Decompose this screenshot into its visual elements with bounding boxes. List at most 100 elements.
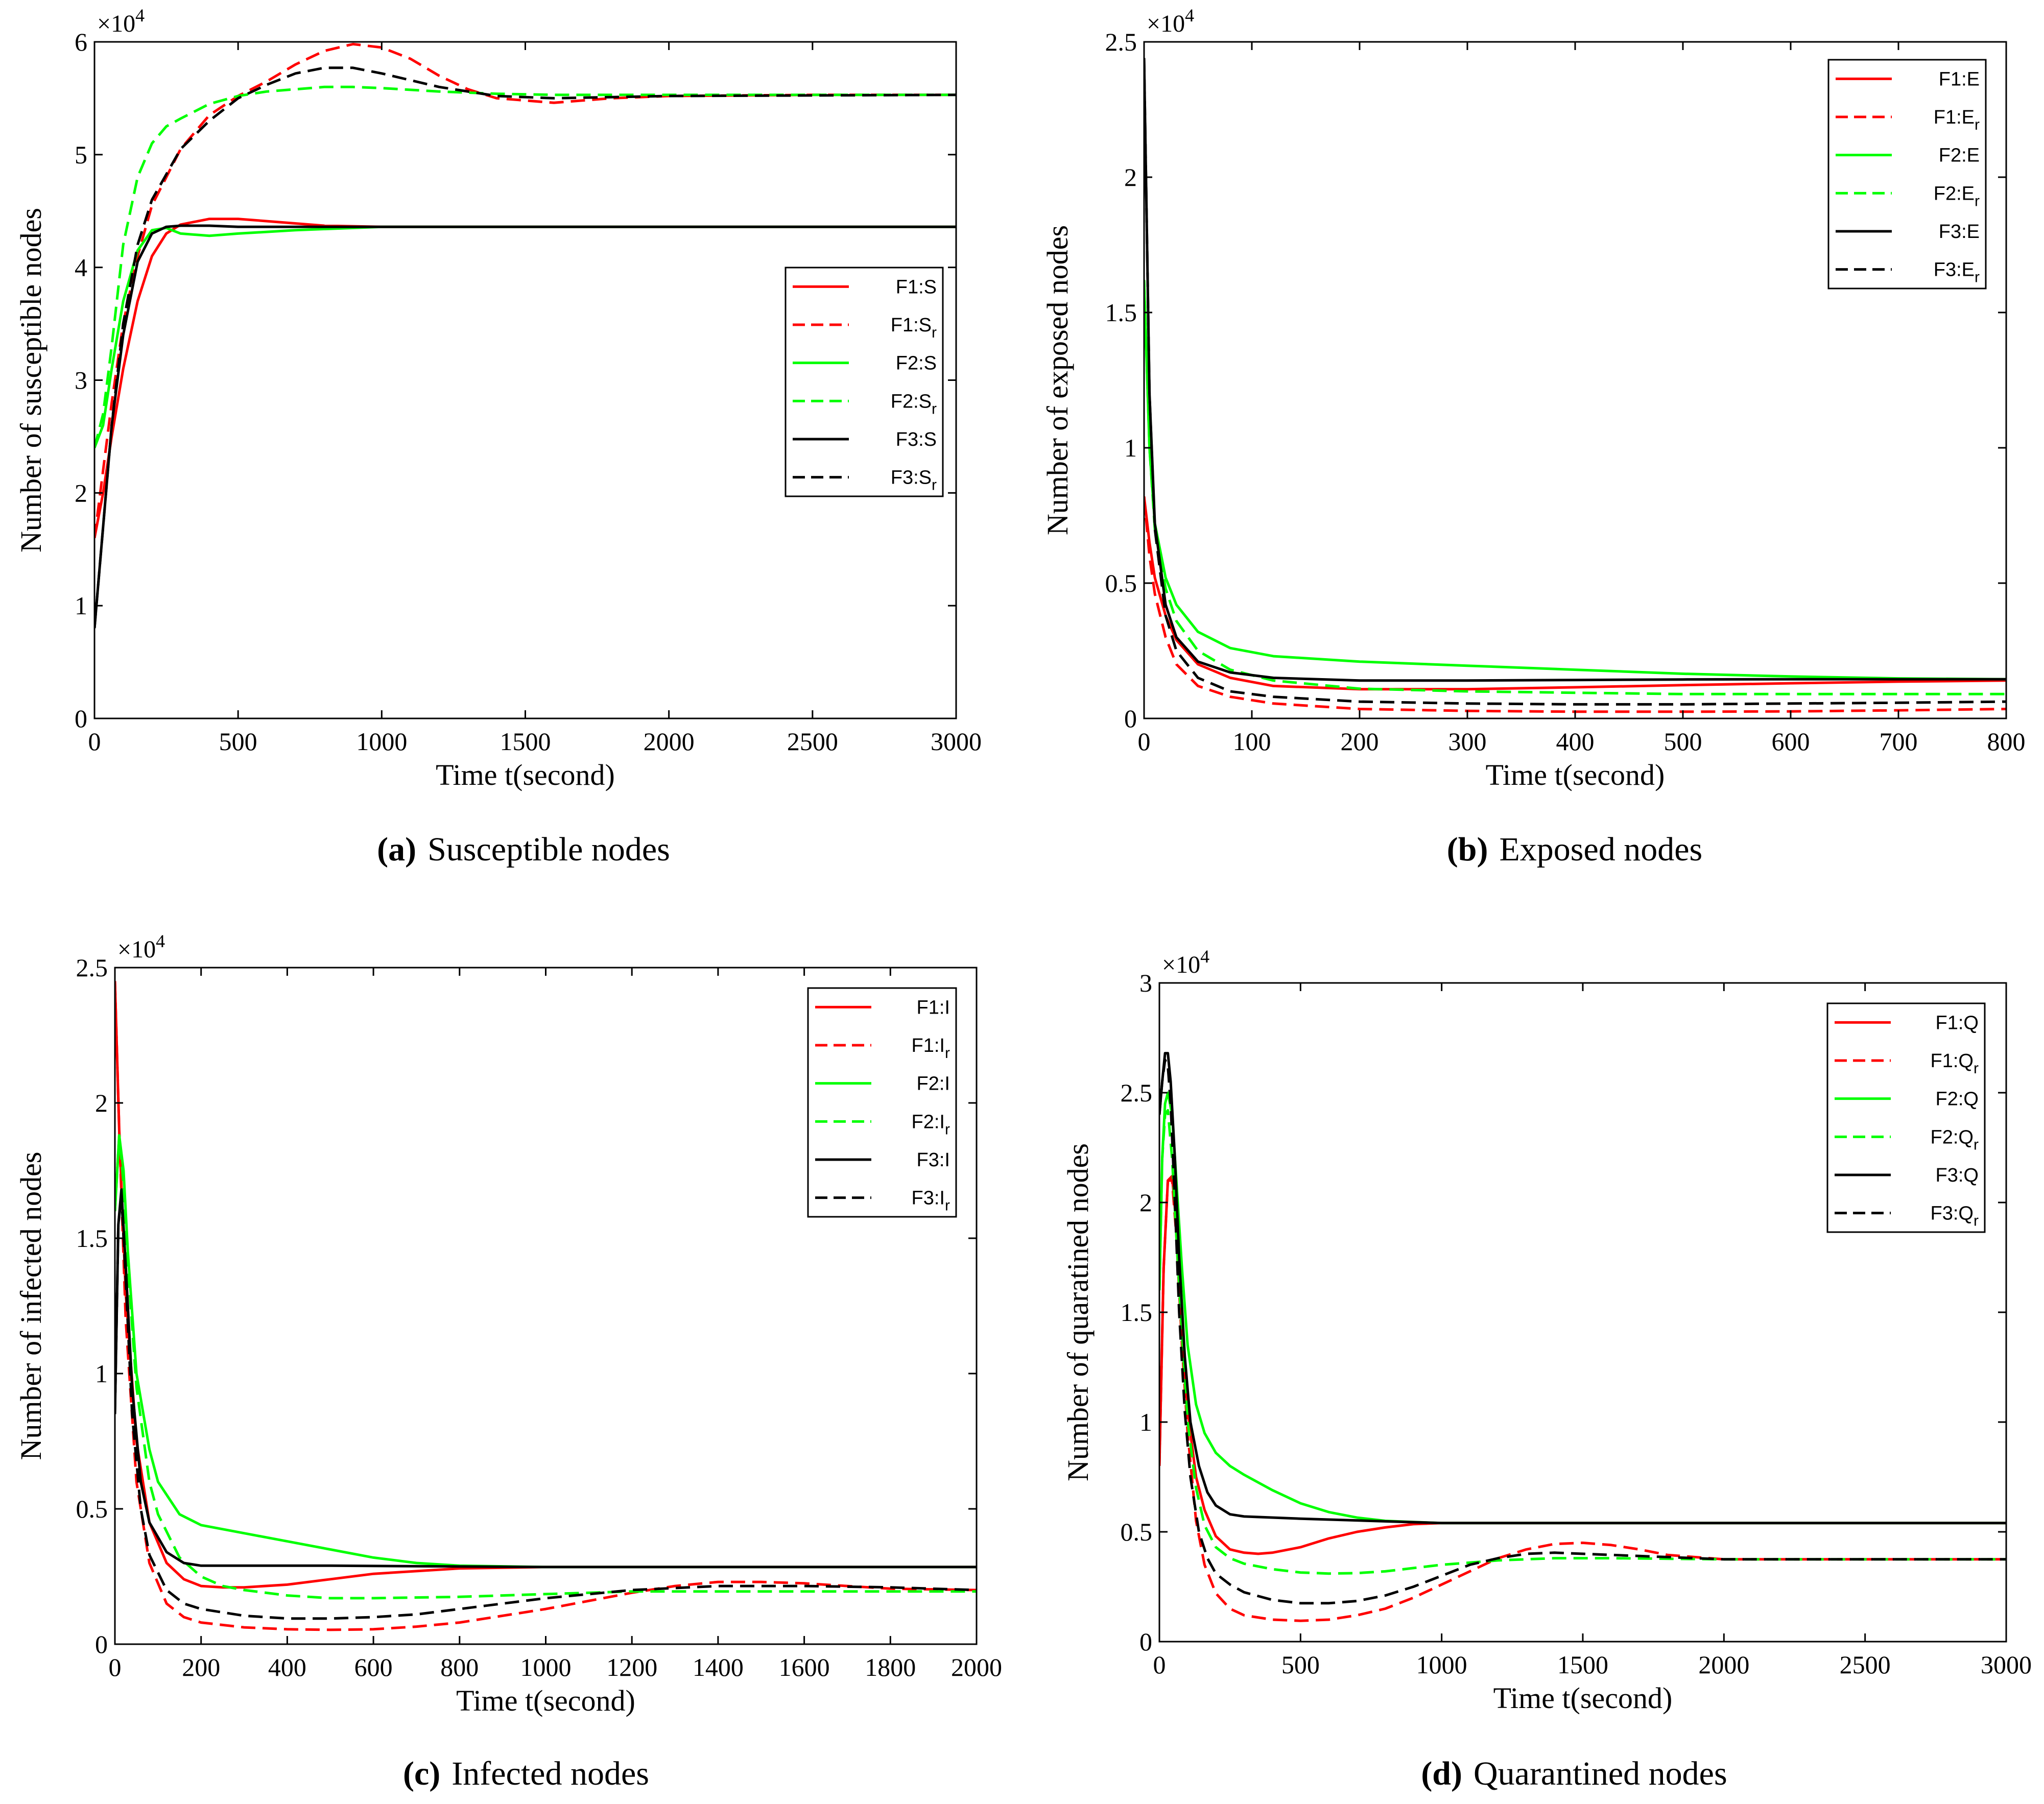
x-tick-label: 1600 xyxy=(779,1653,830,1681)
y-tick-label: 2.5 xyxy=(1105,28,1137,56)
y-tick-label: 1.5 xyxy=(1105,298,1137,327)
y-tick-label: 1.5 xyxy=(76,1224,108,1253)
x-axis-label: Time t(second) xyxy=(1486,758,1665,791)
x-tick-label: 2000 xyxy=(951,1653,1002,1681)
x-tick-label: 3000 xyxy=(1981,1650,2032,1679)
y-tick-label: 2.5 xyxy=(1121,1078,1153,1107)
y-tick-label: 3 xyxy=(1139,969,1152,997)
series-group xyxy=(1144,58,2006,713)
y-tick-label: 0 xyxy=(95,1630,108,1658)
x-tick-label: 2500 xyxy=(1840,1650,1891,1679)
x-tick-label: 100 xyxy=(1233,727,1271,756)
series-line-f2-er xyxy=(1144,280,2006,695)
x-tick-label: 2500 xyxy=(787,727,838,756)
legend-entry-label: F2:Qr xyxy=(1931,1126,1979,1153)
chart-panel-4: 0 500 1000 1500 2000 2500 3000 0 0.5 1 1.5 2 2.5 3 ×10… xyxy=(1061,946,2032,1792)
y-axis-label: Number of susceptible nodes xyxy=(14,208,47,552)
legend-entry-label: F1:S xyxy=(896,276,937,298)
x-axis-label: Time t(second) xyxy=(456,1684,635,1717)
x-tick-label: 1800 xyxy=(865,1653,916,1681)
legend: F1:S F1:Sr F2:S F2:Sr F3:S F3:Sr xyxy=(785,267,944,497)
legend-entry-label: F2:Q xyxy=(1936,1089,1979,1110)
legend-entry-label: F1:I xyxy=(917,997,950,1018)
series-line-f3-ir xyxy=(115,1193,977,1620)
x-tick-label: 1500 xyxy=(1557,1650,1608,1679)
series-line-f3-sr xyxy=(94,66,956,629)
x-tick-label: 400 xyxy=(1556,727,1595,756)
x-tick-label: 800 xyxy=(1987,727,2026,756)
y-tick-label: 4 xyxy=(75,253,87,282)
legend-entry-label: F3:S xyxy=(896,429,937,450)
y-tick-label: 0.5 xyxy=(1121,1518,1153,1546)
y-axis-label: Number of quaratined nodes xyxy=(1061,1143,1095,1481)
x-tick-label: 600 xyxy=(354,1653,393,1681)
y-tick-label: 6 xyxy=(75,28,87,56)
legend-entry-label: F3:Qr xyxy=(1931,1203,1979,1230)
x-tick-label: 200 xyxy=(182,1653,220,1681)
chart-panel-3: 0 200 400 600 800 1000 1200 1400 1600 1800 2000 0 0.… xyxy=(14,931,1002,1792)
legend-entry-label: F3:E xyxy=(1939,221,1980,243)
x-tick-label: 0 xyxy=(88,727,101,756)
legend-entry-label: F2:Er xyxy=(1934,183,1980,209)
x-axis-label: Time t(second) xyxy=(436,758,615,791)
legend-entry-label: F1:Qr xyxy=(1931,1050,1979,1077)
chart-panel-1: 0 500 1000 1500 2000 2500 3000 0 1 2 3 4 5 6 ×104 Time … xyxy=(14,5,982,868)
series-line-f2-e xyxy=(1144,280,2006,681)
legend-entry-label: F2:Sr xyxy=(891,391,937,417)
legend: F1:Q F1:Qr F2:Q F2:Qr F3:Q F3:Qr xyxy=(1826,1002,1986,1233)
legend-entry-label: F2:I xyxy=(917,1073,950,1095)
legend-box xyxy=(785,267,944,497)
y-tick-label: 2 xyxy=(1124,163,1137,191)
x-tick-label: 500 xyxy=(1664,727,1702,756)
x-tick-label: 1000 xyxy=(520,1653,572,1681)
x-tick-label: 500 xyxy=(219,727,257,756)
x-tick-label: 2000 xyxy=(1698,1650,1749,1679)
y-tick-label: 0 xyxy=(1139,1627,1152,1656)
y-tick-label: 1 xyxy=(1139,1408,1152,1436)
panel-caption: (b) Exposed nodes xyxy=(1447,831,1702,868)
x-tick-label: 1200 xyxy=(606,1653,657,1681)
legend-entry-label: F1:Ir xyxy=(912,1035,950,1062)
legend-entry-label: F3:Ir xyxy=(912,1188,950,1214)
panel-caption: (c) Infected nodes xyxy=(403,1755,649,1792)
y-tick-label: 1.5 xyxy=(1121,1298,1153,1327)
series-line-f3-i xyxy=(115,1188,977,1569)
y-tick-label: 0 xyxy=(1124,704,1137,733)
y-tick-label: 2 xyxy=(75,478,87,507)
x-tick-label: 0 xyxy=(1138,727,1151,756)
series-line-f3-e xyxy=(1144,58,2006,682)
y-tick-label: 1 xyxy=(1124,434,1137,462)
y-tick-label: 2 xyxy=(1139,1188,1152,1217)
series-line-f2-qr xyxy=(1159,1109,2006,1575)
legend-entry-label: F1:Er xyxy=(1934,107,1980,133)
y-tick-label: 0.5 xyxy=(76,1495,108,1523)
series-line-f3-qr xyxy=(1159,1059,2006,1605)
series-group xyxy=(94,42,956,629)
legend-entry-label: F2:S xyxy=(896,353,937,374)
y-tick-label: 1 xyxy=(95,1359,108,1388)
x-tick-label: 500 xyxy=(1281,1650,1320,1679)
x-tick-label: 600 xyxy=(1772,727,1810,756)
panel-caption: (d) Quarantined nodes xyxy=(1421,1755,1727,1792)
x-tick-label: 300 xyxy=(1448,727,1487,756)
legend-entry-label: F3:Er xyxy=(1934,259,1980,286)
legend-entry-label: F3:Sr xyxy=(891,467,937,494)
series-line-f1-e xyxy=(1144,496,2006,691)
series-line-f1-ir xyxy=(115,981,977,1631)
x-tick-label: 200 xyxy=(1341,727,1379,756)
legend-entry-label: F1:E xyxy=(1939,68,1980,90)
legend-box xyxy=(1826,1002,1986,1233)
series-line-f3-q xyxy=(1159,1052,2006,1525)
y-exponent-label: ×104 xyxy=(117,931,165,963)
x-tick-label: 3000 xyxy=(931,727,982,756)
legend-entry-label: F1:Q xyxy=(1936,1012,1979,1033)
x-tick-label: 2000 xyxy=(644,727,695,756)
series-line-f1-sr xyxy=(94,42,956,539)
legend-entry-label: F2:Ir xyxy=(912,1111,950,1138)
series-line-f3-er xyxy=(1144,58,2006,706)
legend: F1:E F1:Er F2:E F2:Er F3:E F3:Er xyxy=(1827,59,1987,290)
y-tick-label: 0.5 xyxy=(1105,569,1137,597)
x-tick-label: 1500 xyxy=(500,727,551,756)
y-tick-label: 5 xyxy=(75,140,87,169)
